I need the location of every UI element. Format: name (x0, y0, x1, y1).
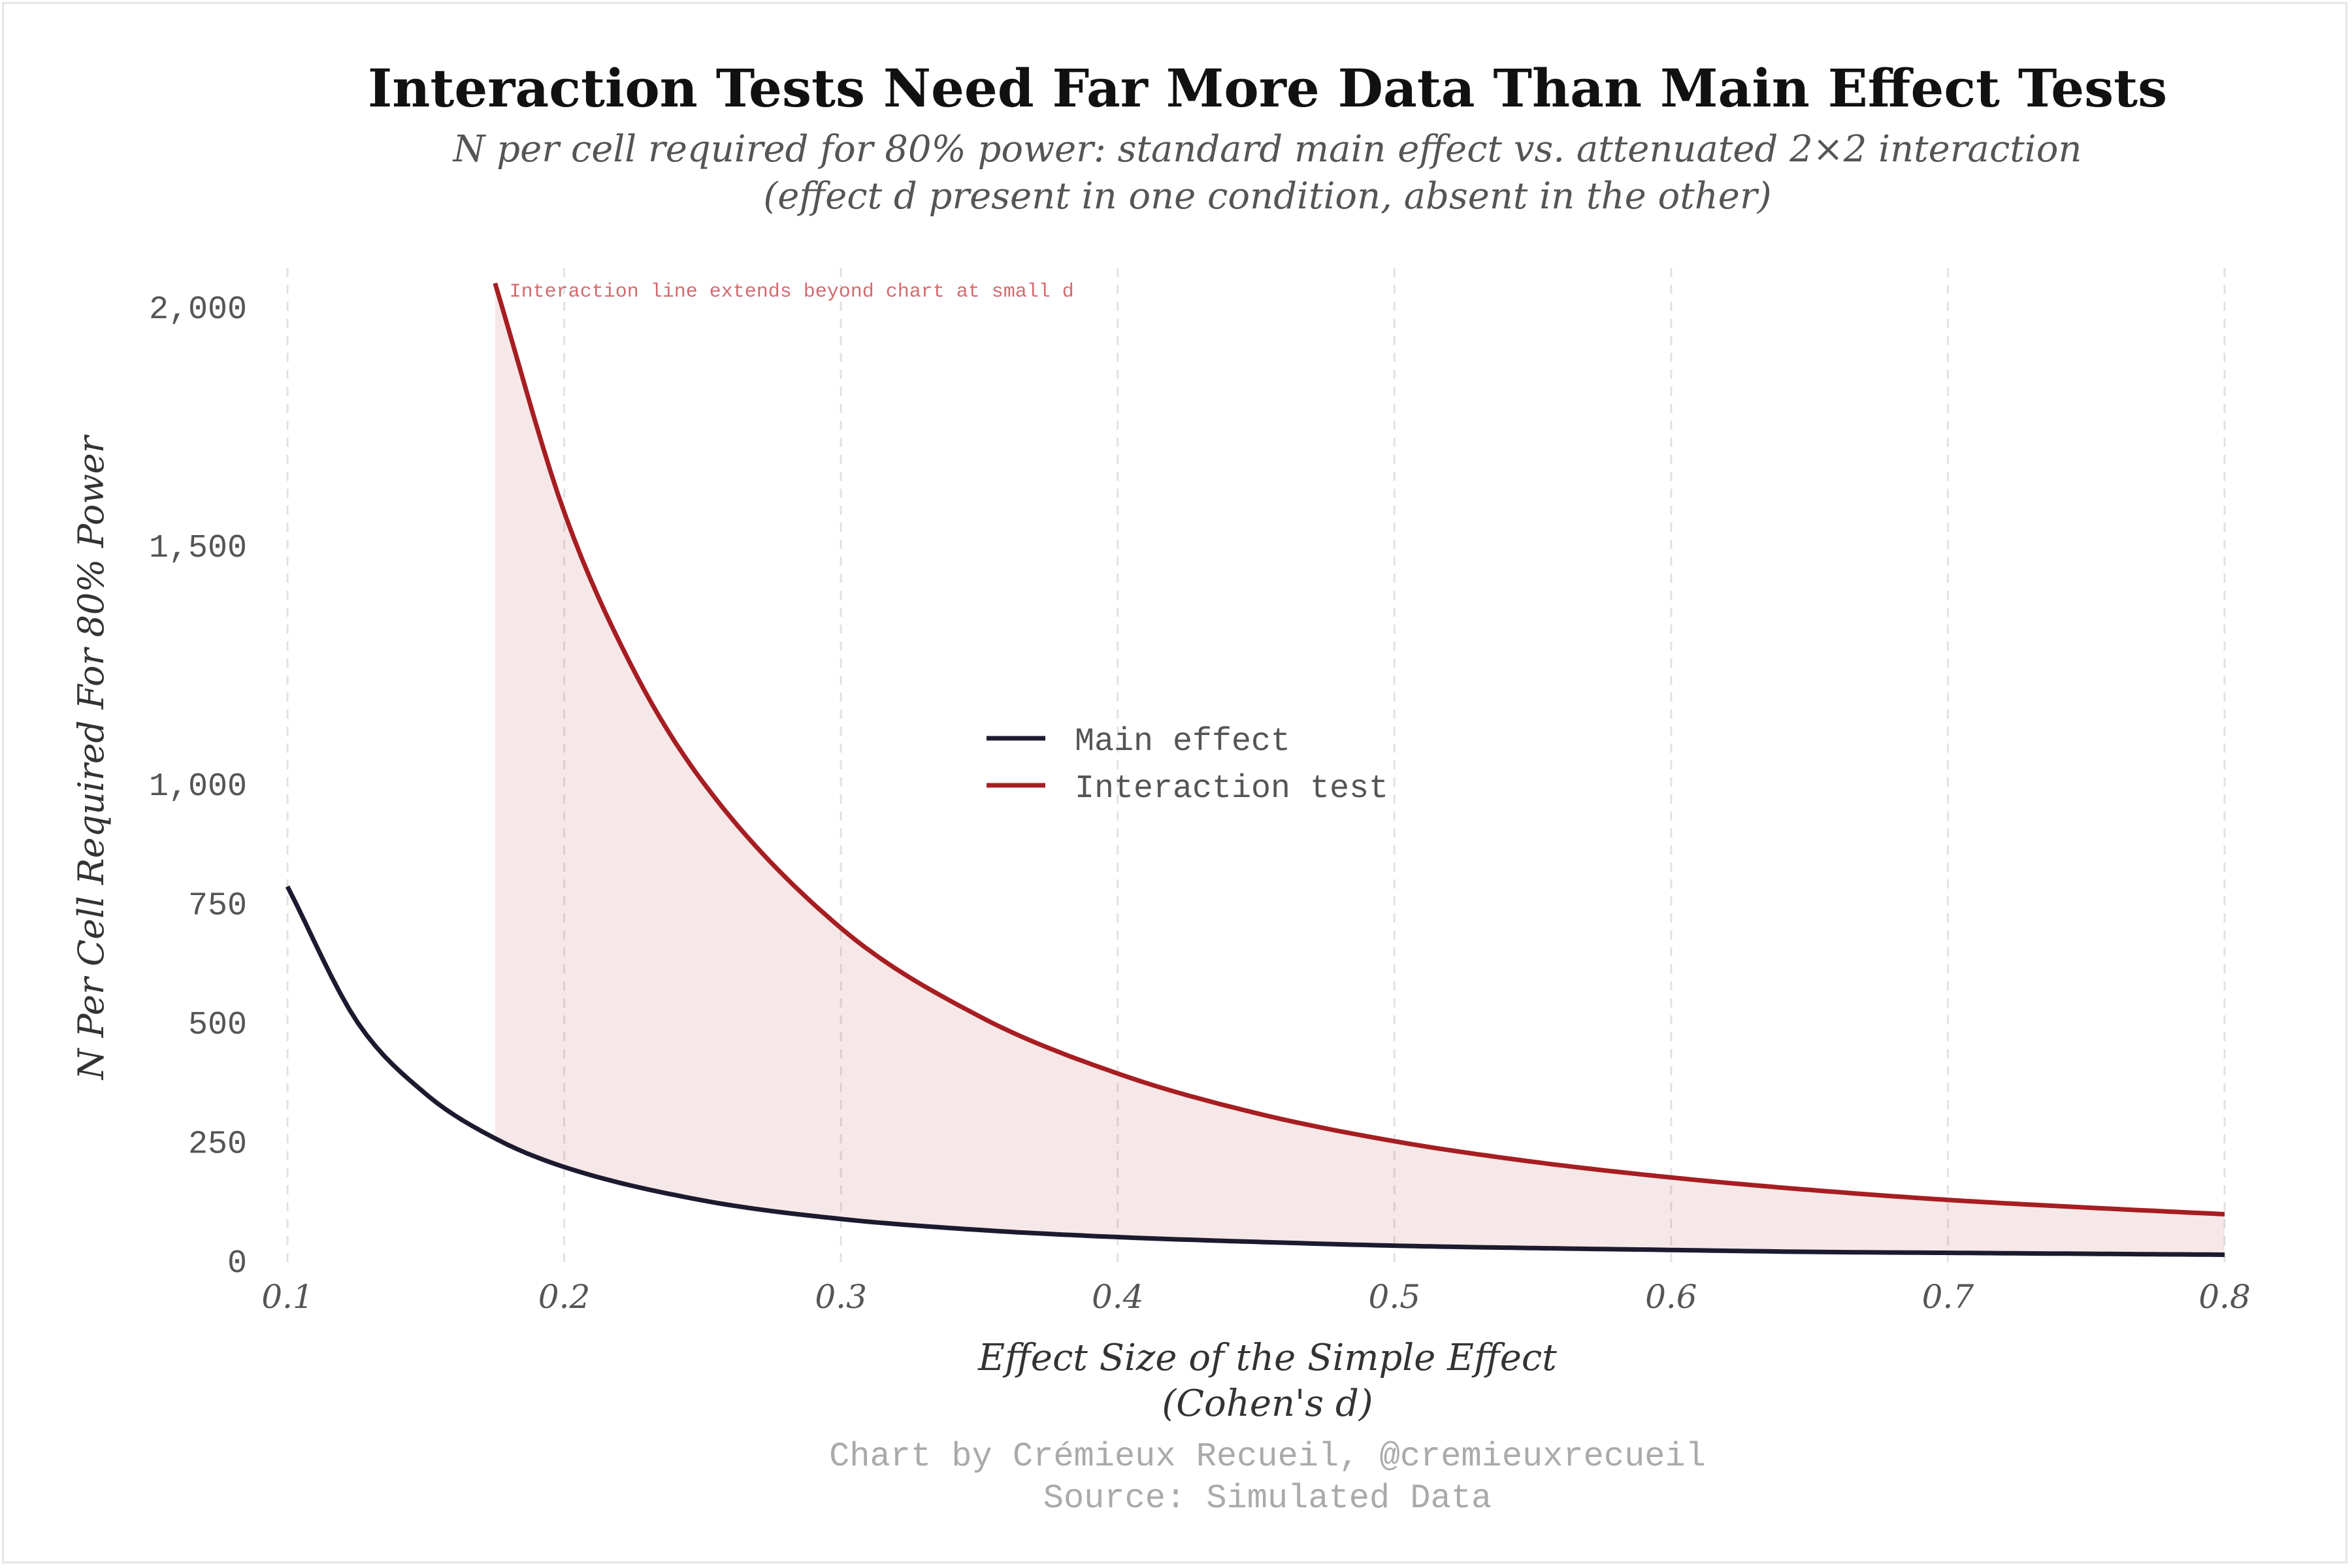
y-axis-label: N Per Cell Required For 80% Power (71, 434, 112, 1081)
x-tick-label-2: 0.3 (815, 1278, 867, 1316)
grid-lines (286, 268, 2226, 1267)
series-lines (285, 282, 2225, 1257)
chart-title: Interaction Tests Need Far More Data Tha… (367, 57, 2168, 119)
x-tick-label-3: 0.4 (1092, 1278, 1144, 1316)
x-tick-label-0: 0.1 (261, 1278, 314, 1316)
caption-source: Source: Simulated Data (1043, 1479, 1492, 1518)
y-tick-label-6: 2,000 (149, 291, 247, 329)
x-axis-ticks: 0.1 0.2 0.3 0.4 0.5 0.6 0.7 0.8 (261, 1278, 2251, 1316)
caption-credit: Chart by Crémieux Recueil, @cremieuxrecu… (829, 1437, 1706, 1476)
annotation-text: Interaction line extends beyond chart at… (510, 281, 1074, 303)
y-tick-label-4: 1,000 (149, 768, 247, 806)
x-tick-label-5: 0.6 (1645, 1278, 1697, 1316)
fill-between-area (495, 283, 2225, 1255)
series-line-interaction-test (493, 282, 2225, 1217)
y-tick-label-1: 250 (188, 1126, 247, 1164)
fill-between-shade (495, 283, 2225, 1255)
x-tick-label-4: 0.5 (1369, 1278, 1421, 1316)
y-tick-label-2: 500 (188, 1007, 247, 1044)
x-tick-label-7: 0.8 (2198, 1278, 2251, 1316)
legend: Main effect Interaction test (987, 723, 1388, 808)
x-tick-label-1: 0.2 (538, 1278, 591, 1316)
legend-label-interaction-test: Interaction test (1075, 770, 1388, 808)
y-tick-label-3: 750 (188, 888, 247, 925)
x-tick-label-6: 0.7 (1922, 1278, 1974, 1316)
y-axis-ticks: 0 250 500 750 1,000 1,500 2,000 (149, 291, 247, 1282)
y-tick-label-5: 1,500 (149, 530, 247, 567)
y-tick-label-0: 0 (227, 1245, 247, 1282)
series-line-main-effect (285, 885, 2225, 1257)
chart-subtitle-line-1: N per cell required for 80% power: stand… (453, 128, 2082, 171)
x-axis-label-line-2: (Cohen's d) (1162, 1382, 1373, 1425)
x-axis-label-line-1: Effect Size of the Simple Effect (978, 1337, 1557, 1379)
chart-subtitle-line-2: (effect d present in one condition, abse… (763, 175, 1772, 218)
legend-label-main-effect: Main effect (1075, 723, 1290, 760)
